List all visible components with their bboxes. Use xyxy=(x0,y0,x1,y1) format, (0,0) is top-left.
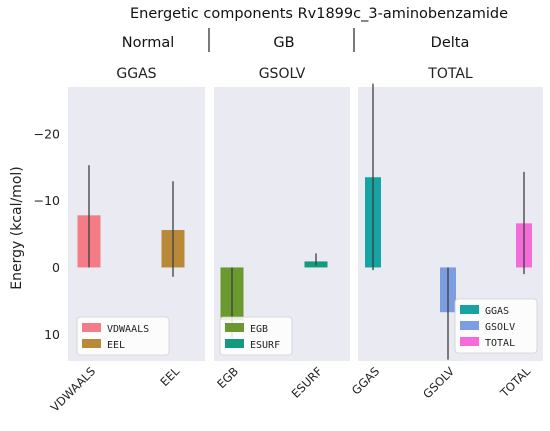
legend: EGB ESURF xyxy=(219,316,293,356)
x-tick-label-gsolv: GSOLV xyxy=(420,364,457,401)
x-tick-label-egb: EGB xyxy=(214,364,241,391)
legend-label-esurf: ESURF xyxy=(250,340,280,351)
panel-total: TOTAL GGAS GSOLV TOTAL GGAS GSOLV TOTAL xyxy=(349,66,543,401)
x-tick-label-total: TOTAL xyxy=(497,364,534,401)
legend: GGAS GSOLV TOTAL xyxy=(454,298,538,354)
chart-title: Energetic components Rv1899c_3-aminobenz… xyxy=(130,6,508,22)
legend-label-total: TOTAL xyxy=(485,338,515,349)
y-tick-label: −10 xyxy=(34,193,60,208)
legend-swatch-esurf xyxy=(225,339,244,348)
legend-swatch-ggas xyxy=(460,305,479,314)
panel-ggas: GGAS VDWAALS EEL VDWAALS EEL xyxy=(48,66,205,415)
y-axis-label: Energy (kcal/mol) xyxy=(9,166,25,289)
panel-title: GSOLV xyxy=(259,66,306,82)
group-label-delta: Delta xyxy=(431,35,470,51)
x-tick-label-esurf: ESURF xyxy=(289,364,325,400)
legend-label-vdwaals: VDWAALS xyxy=(107,324,149,335)
y-tick-label: 0 xyxy=(52,260,60,275)
group-label-gb: GB xyxy=(273,35,294,51)
group-label-normal: Normal xyxy=(122,35,174,51)
legend-label-eel: EEL xyxy=(107,340,125,351)
x-tick-label-eel: EEL xyxy=(157,364,182,389)
legend-label-gsolv: GSOLV xyxy=(485,322,515,333)
panel-title: TOTAL xyxy=(427,66,473,82)
legend-label-ggas: GGAS xyxy=(485,306,509,317)
y-tick-label: 10 xyxy=(44,327,60,342)
panel-gsolv: GSOLV EGB ESURF EGB ESURF xyxy=(214,66,350,401)
legend: VDWAALS EEL xyxy=(76,316,170,356)
legend-label-egb: EGB xyxy=(250,324,268,335)
legend-swatch-total xyxy=(460,337,479,346)
y-tick-label: −20 xyxy=(34,126,60,141)
legend-swatch-vdwaals xyxy=(82,323,101,332)
legend-swatch-gsolv xyxy=(460,321,479,330)
chart-panels: 10 0 −10 −20 GGAS VDWAALS EEL VDWAALS EEL GSOLV EG… xyxy=(34,66,543,415)
x-tick-label-vdwaals: VDWAALS xyxy=(48,364,98,414)
legend-swatch-eel xyxy=(82,339,101,348)
legend-swatch-egb xyxy=(225,323,244,332)
panel-title: GGAS xyxy=(116,66,156,82)
x-tick-label-ggas: GGAS xyxy=(349,364,382,397)
